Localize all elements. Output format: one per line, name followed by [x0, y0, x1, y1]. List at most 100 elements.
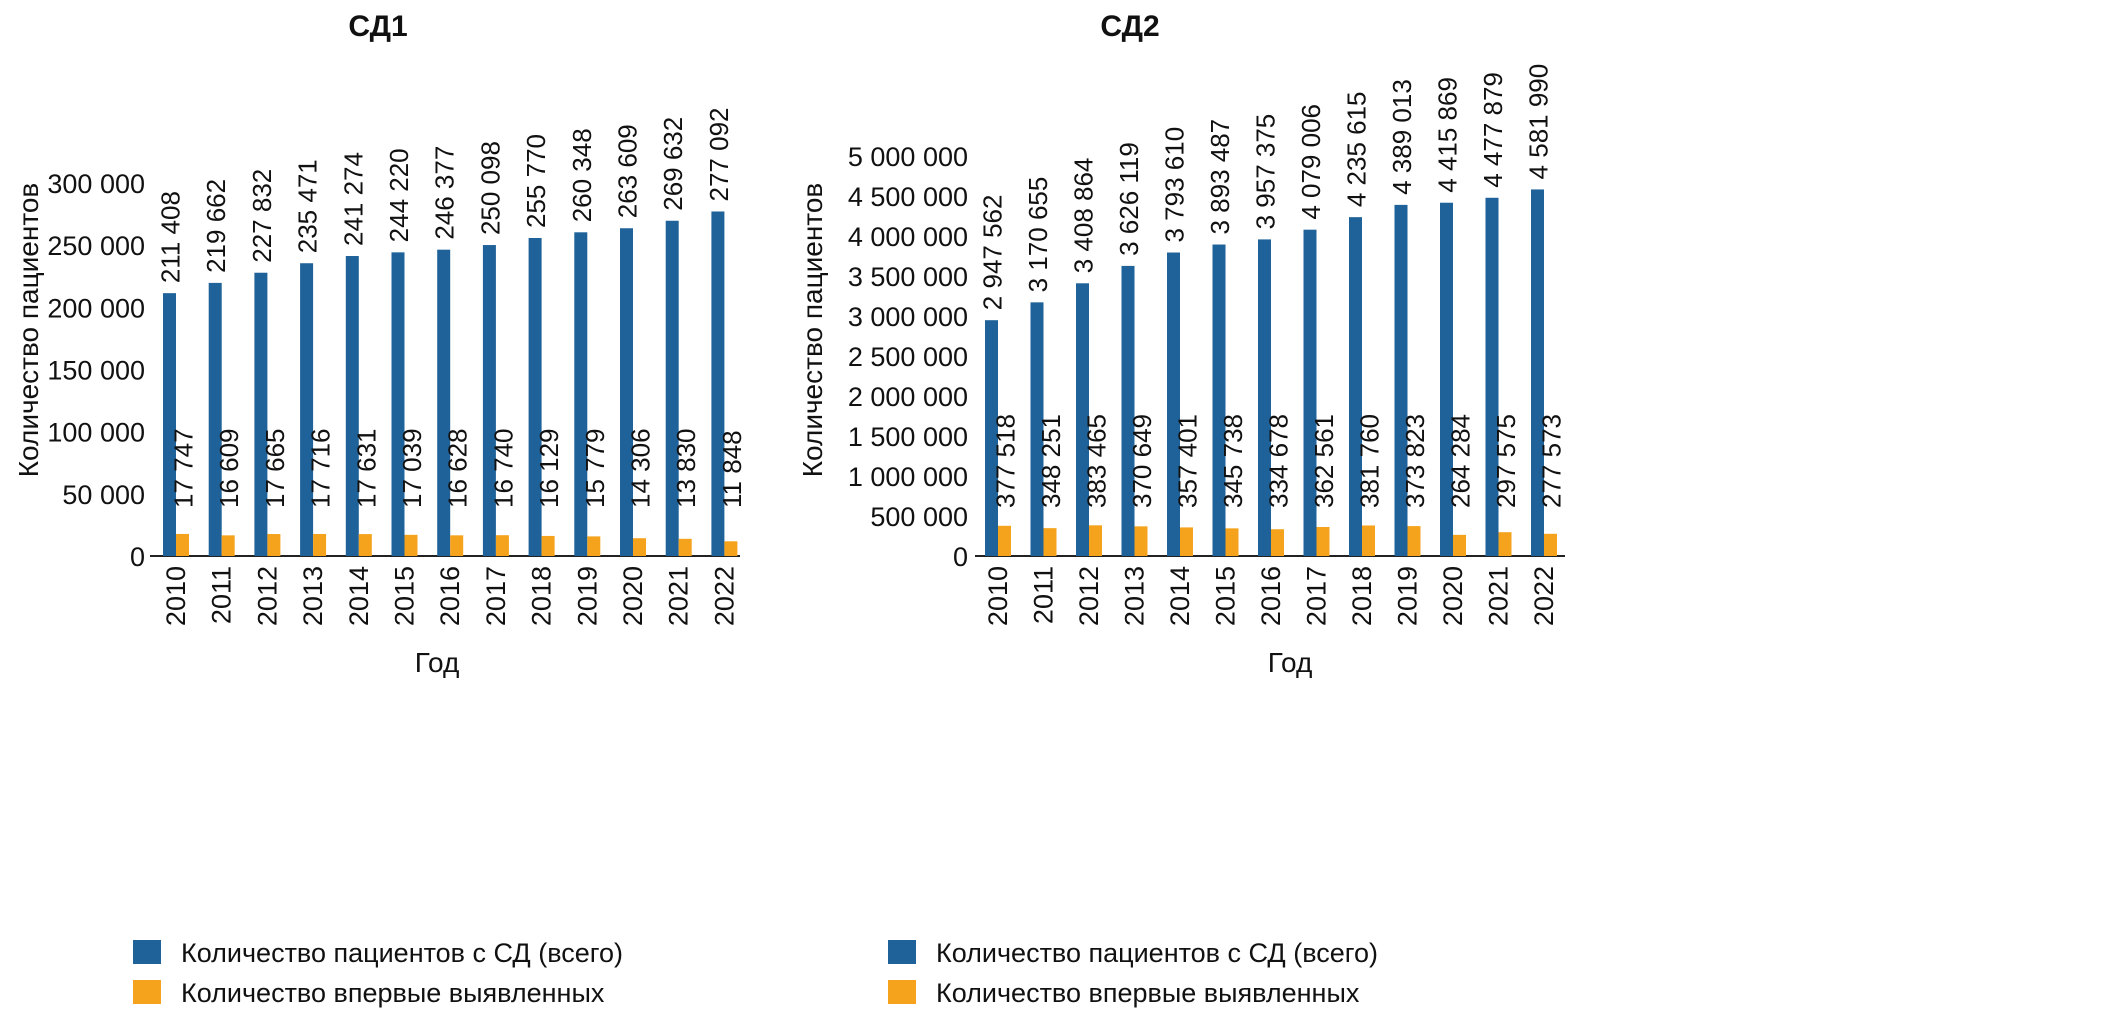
sd2-y-tick-label: 2 000 000: [848, 382, 968, 412]
sd1-bar-total-2012: [254, 272, 268, 556]
sd1-x-tick-label: 2013: [298, 566, 328, 626]
sd2-bar-new-2017: [1316, 526, 1330, 556]
sd2-x-tick-label: 2022: [1529, 566, 1559, 626]
sd1-bar-new-2019: [587, 536, 601, 556]
sd1-bar-new-2017: [495, 535, 509, 556]
sd2-bar-total-2017: [1303, 229, 1317, 557]
sd1-data-label-total: 241 274: [338, 152, 368, 246]
sd1-bar-new-2015: [404, 534, 418, 556]
sd2-bar-total-2012: [1076, 283, 1089, 556]
sd1-x-tick-label: 2018: [527, 566, 557, 626]
sd1-bar-total-2014: [345, 256, 359, 556]
sd2-y-tick-label: 1 500 000: [848, 422, 968, 452]
sd2-x-tick-label: 2015: [1211, 566, 1241, 626]
sd2-data-label-total: 4 079 006: [1296, 104, 1326, 220]
sd1-data-label-new: 17 747: [169, 428, 199, 508]
sd2-bar-new-2014: [1180, 527, 1193, 556]
sd2-data-label-new: 362 561: [1309, 414, 1339, 508]
sd2-y-tick-label: 3 500 000: [848, 262, 968, 292]
sd2-bar-total-2019: [1394, 204, 1408, 556]
sd1-data-label-total: 255 770: [521, 134, 551, 228]
sd1-data-label-total: 263 609: [613, 124, 643, 218]
sd1-x-tick-label: 2019: [572, 566, 602, 626]
sd1-bar-total-2010: [163, 293, 176, 556]
sd2-x-tick-label: 2021: [1484, 566, 1514, 626]
sd1-data-label-new: 17 716: [306, 428, 336, 508]
sd1-y-tick-label: 200 000: [47, 293, 145, 323]
sd2-legend-label: Количество пациентов с СД (всего): [936, 938, 1378, 968]
sd2-y-tick-label: 5 000 000: [848, 142, 968, 172]
sd2-bar-total-2013: [1121, 265, 1135, 556]
sd1-bar-new-2011: [221, 535, 235, 556]
sd2-data-label-new: 373 823: [1400, 414, 1430, 508]
sd1-bar-total-2019: [574, 232, 588, 556]
sd1-data-label-new: 15 779: [580, 428, 610, 508]
sd2-bar-total-2011: [1030, 302, 1044, 556]
sd2-legend-label: Количество впервые выявленных: [936, 978, 1360, 1008]
sd2-x-tick-label: 2018: [1347, 566, 1377, 626]
sd2-bar-total-2018: [1349, 217, 1362, 556]
sd2-bar-new-2010: [998, 525, 1011, 556]
sd1-data-label-total: 250 098: [475, 141, 505, 235]
sd1-x-tick-label: 2021: [664, 566, 694, 626]
sd2-bar-new-2015: [1225, 528, 1239, 556]
sd2-title: СД2: [1100, 10, 1159, 43]
sd2-bar-new-2018: [1362, 525, 1375, 556]
sd1-data-label-new: 16 609: [214, 428, 244, 508]
sd1-legend-label: Количество впервые выявленных: [181, 978, 605, 1008]
sd2-data-label-total: 2 947 562: [978, 195, 1008, 311]
sd1-data-label-new: 16 129: [534, 428, 564, 508]
sd1-data-label-new: 16 740: [488, 428, 518, 508]
sd1-y-tick-label: 0: [130, 542, 145, 572]
sd1-legend-swatch: [133, 940, 161, 964]
sd1-x-tick-label: 2011: [207, 566, 237, 624]
sd2-y-axis-label: Количество пациентов: [797, 183, 828, 478]
sd2-bar-new-2013: [1134, 526, 1148, 556]
sd1-x-tick-label: 2010: [161, 566, 191, 626]
sd1-y-tick-label: 150 000: [47, 356, 145, 386]
sd2-data-label-new: 334 678: [1264, 414, 1294, 508]
sd2-x-tick-label: 2017: [1302, 566, 1332, 626]
sd2-x-axis-label: Год: [1268, 647, 1313, 678]
sd2-data-label-new: 345 738: [1218, 414, 1248, 508]
sd1-data-label-new: 14 306: [626, 428, 656, 508]
sd1-data-label-new: 16 628: [443, 428, 473, 508]
sd2-data-label-new: 357 401: [1173, 414, 1203, 508]
sd1-data-label-total: 235 471: [293, 159, 323, 253]
sd2-bar-new-2019: [1407, 526, 1421, 556]
sd1-data-label-total: 277 092: [704, 107, 734, 201]
sd2-x-tick-label: 2012: [1074, 566, 1104, 626]
sd2-data-label-new: 348 251: [1036, 414, 1066, 508]
sd2-data-label-new: 377 518: [991, 414, 1021, 508]
sd1-x-tick-label: 2015: [390, 566, 420, 626]
sd2-data-label-total: 4 477 879: [1478, 72, 1508, 188]
sd1-y-axis-label: Количество пациентов: [13, 183, 44, 478]
sd2-x-tick-label: 2020: [1438, 566, 1468, 626]
sd2-data-label-total: 4 415 869: [1433, 77, 1463, 193]
sd2-data-label-total: 3 408 864: [1069, 158, 1099, 274]
sd2-data-label-total: 4 235 615: [1342, 91, 1372, 207]
sd2-y-tick-label: 2 500 000: [848, 342, 968, 372]
sd2-bar-new-2020: [1453, 534, 1466, 556]
sd1-bar-new-2016: [450, 535, 464, 556]
sd1-data-label-new: 13 830: [671, 428, 701, 508]
sd2-legend-swatch: [888, 940, 916, 964]
sd1-legend-swatch: [133, 980, 161, 1004]
sd2-bar-total-2022: [1531, 189, 1544, 556]
sd1-data-label-new: 17 631: [351, 428, 381, 508]
sd1-bar-new-2020: [633, 538, 646, 556]
sd2-data-label-total: 4 389 013: [1387, 79, 1417, 195]
sd1-bar-total-2022: [711, 211, 725, 556]
sd2-data-label-total: 3 893 487: [1205, 119, 1235, 235]
sd2-data-label-total: 3 957 375: [1251, 114, 1281, 230]
sd2-data-label-new: 381 760: [1355, 414, 1385, 508]
sd1-bar-new-2022: [724, 541, 738, 556]
sd2-data-label-new: 277 573: [1537, 414, 1567, 508]
sd2-data-label-new: 264 284: [1446, 414, 1476, 508]
sd1-bar-total-2021: [665, 220, 679, 556]
sd2-bar-total-2021: [1485, 197, 1499, 556]
sd2-x-tick-label: 2014: [1165, 566, 1195, 626]
sd1-bar-total-2020: [620, 228, 633, 556]
sd2-data-label-new: 370 649: [1127, 414, 1157, 508]
sd2-y-tick-label: 4 500 000: [848, 182, 968, 212]
